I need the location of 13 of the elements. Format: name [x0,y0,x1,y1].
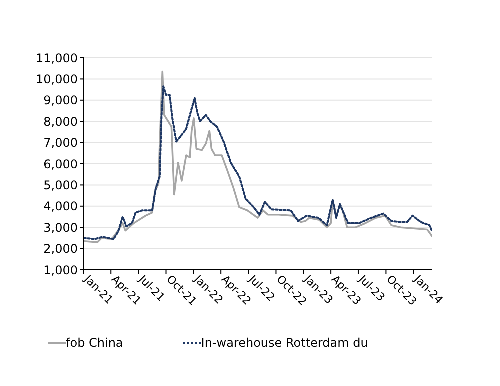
y-tick-label: 9,000 [44,94,78,108]
legend-label: In-warehouse Rotterdam du [201,336,368,350]
y-tick-label: 10,000 [36,72,78,86]
y-tick-label: 5,000 [44,178,78,192]
y-tick-label: 8,000 [44,114,78,129]
y-tick-label: 7,000 [44,136,78,150]
y-tick-label: 1,000 [44,263,78,278]
y-tick-label: 11,000 [36,51,78,66]
legend-label: fob China [66,336,124,350]
y-tick-label: 6,000 [44,157,78,172]
y-tick-label: 3,000 [44,220,78,235]
y-tick-label: 4,000 [44,200,78,214]
y-tick-label: 2,000 [44,242,78,256]
